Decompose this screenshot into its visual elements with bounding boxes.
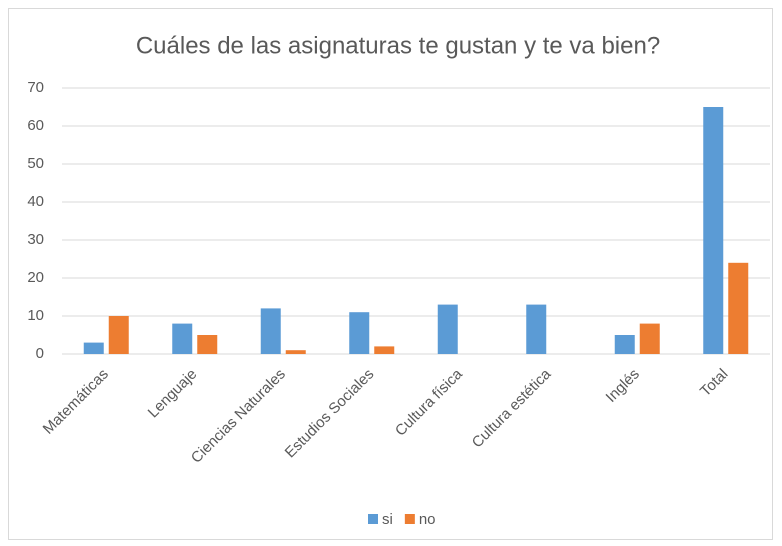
bar [728,262,749,354]
y-tick-label: 20 [27,269,44,286]
bar [639,323,660,354]
bar [197,335,218,354]
y-tick-label: 40 [27,193,44,210]
legend-label: no [419,511,436,528]
bar [172,323,193,354]
y-tick-label: 70 [27,79,44,96]
legend-label: si [382,511,393,528]
y-tick-label: 0 [36,345,44,362]
bar [108,316,129,354]
bar [349,312,370,354]
y-tick-label: 50 [27,155,44,172]
bar [260,308,281,354]
chart-title: Cuáles de las asignaturas te gustan y te… [136,32,660,59]
bar [437,304,458,354]
legend-swatch [404,514,415,524]
bar [83,342,104,354]
bar [285,350,306,354]
y-tick-label: 30 [27,231,44,248]
bar [614,335,635,354]
legend-swatch [368,514,378,524]
bar [703,107,724,354]
bar [374,346,395,354]
y-tick-label: 10 [27,307,44,324]
y-tick-label: 60 [27,117,44,134]
bar [526,304,547,354]
chart-frame [8,8,773,540]
